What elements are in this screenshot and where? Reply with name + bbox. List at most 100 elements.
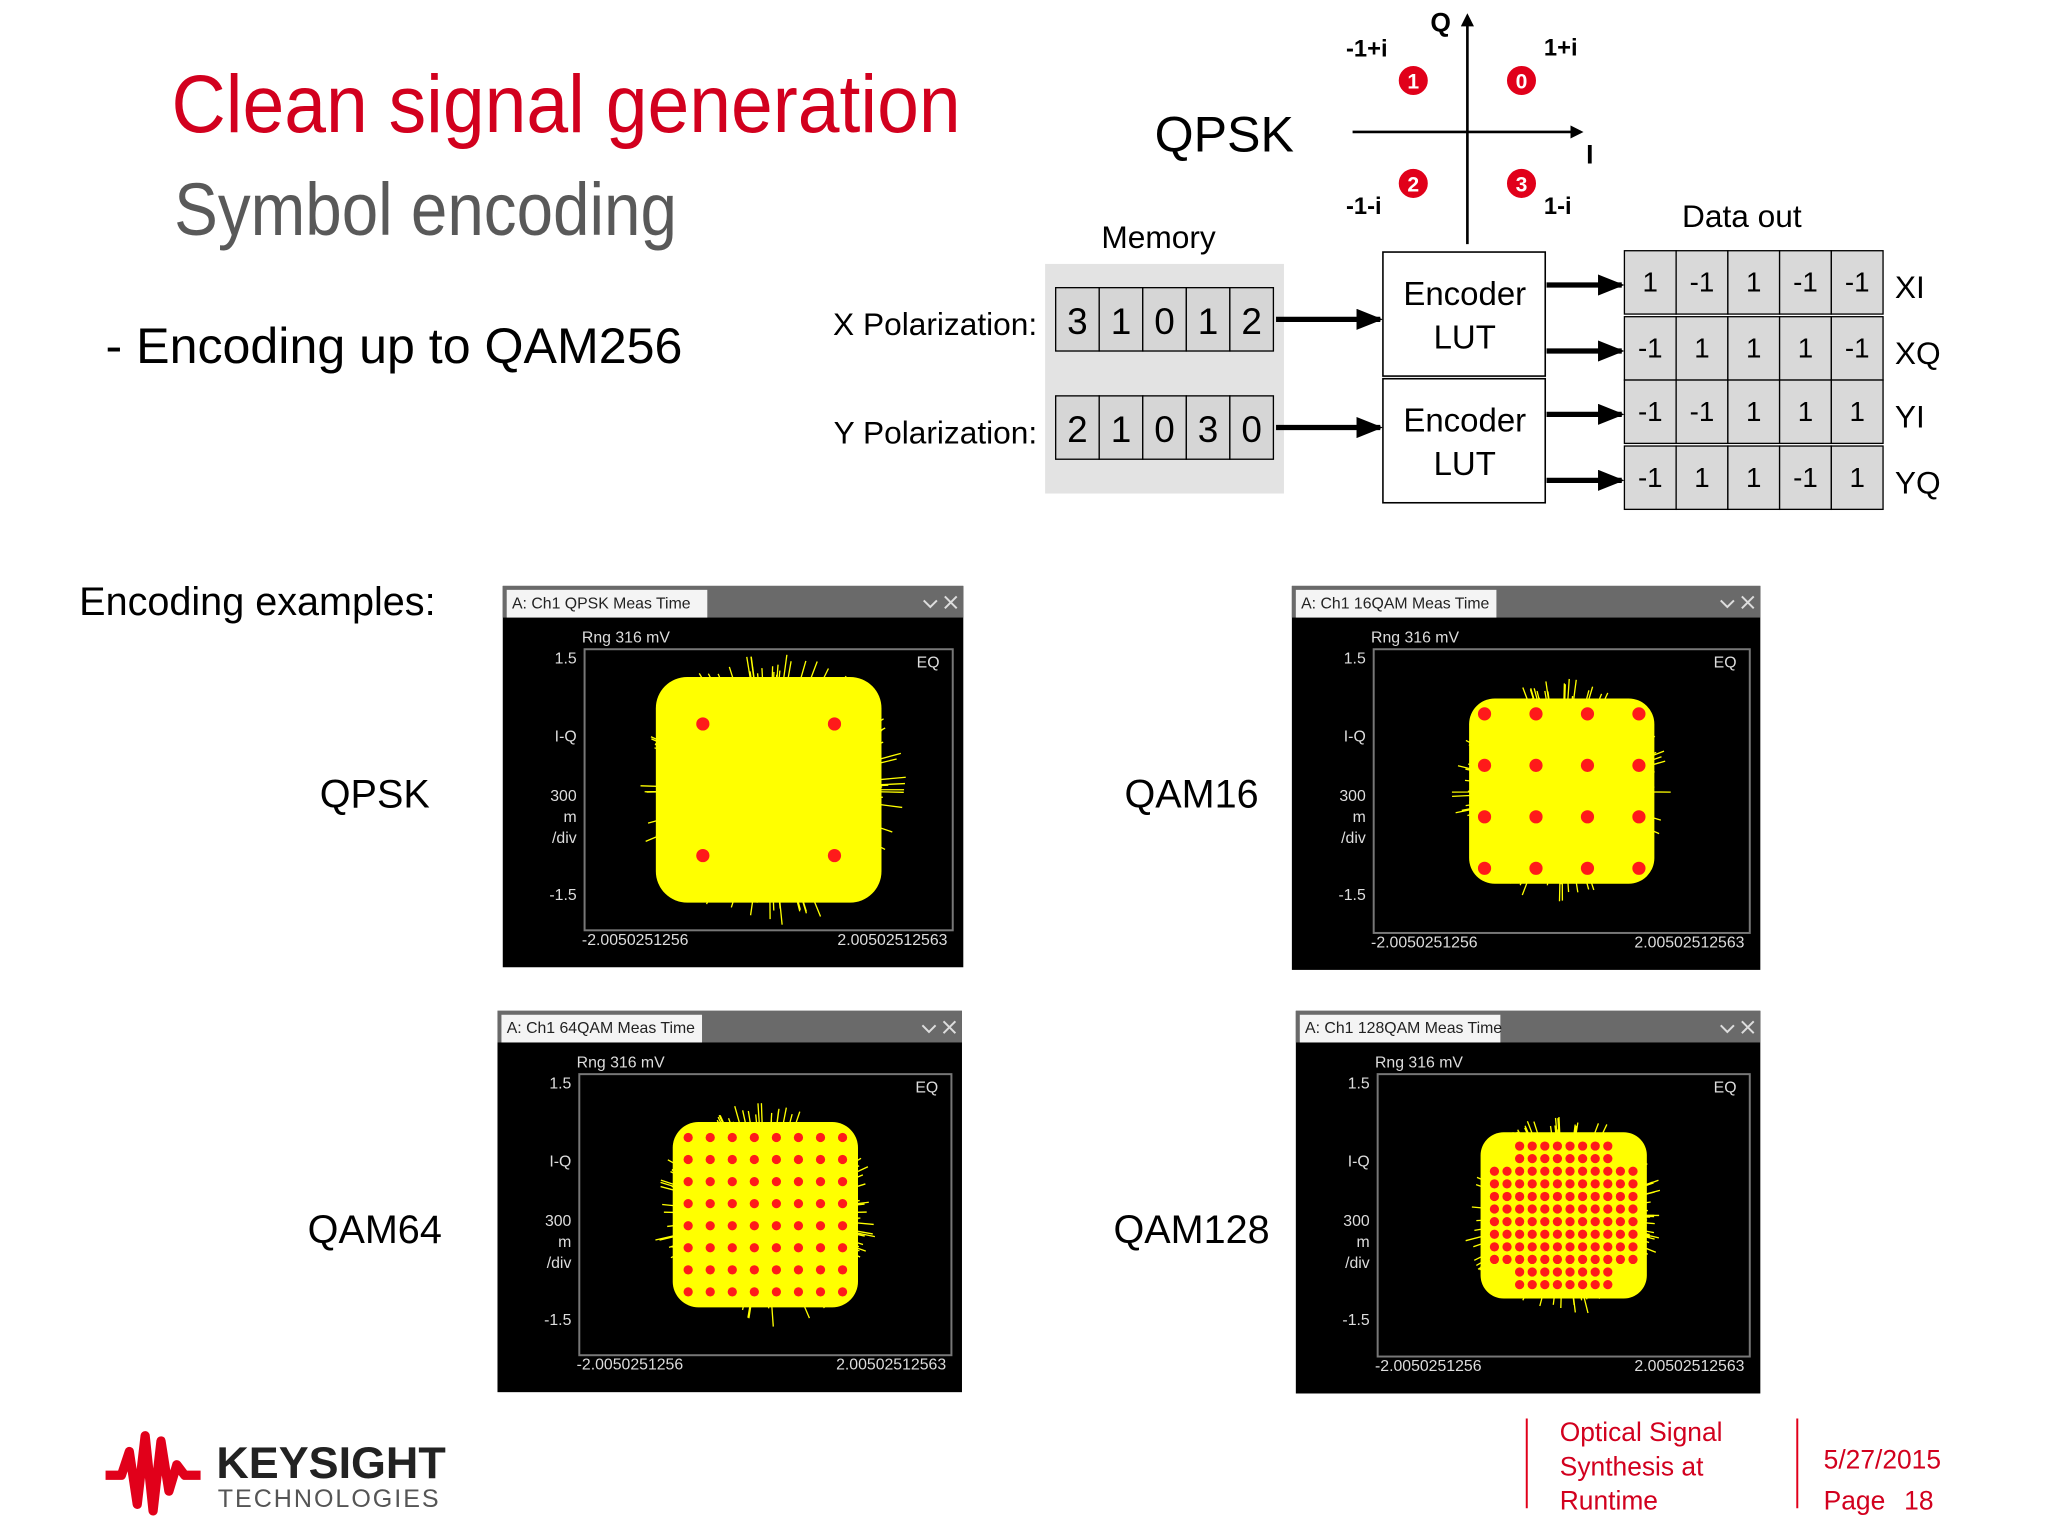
q-axis-label: Q (1430, 8, 1451, 38)
memory-symbol: 3 (1198, 409, 1219, 450)
symbol-dot (1489, 1229, 1500, 1239)
symbol-dot (1477, 810, 1492, 824)
data-cell (1830, 250, 1884, 315)
data-value: 1 (1694, 462, 1709, 493)
symbol-dot (1577, 1267, 1588, 1277)
symbol-dot (1489, 1191, 1500, 1202)
y-axis-label: I-Q (1344, 729, 1366, 746)
y-div: m (563, 809, 576, 826)
symbol-dot (749, 1243, 759, 1253)
symbol-dot (1590, 1217, 1600, 1227)
symbol-dot (1615, 1166, 1626, 1176)
symbol-dot (1552, 1267, 1563, 1277)
encoder-label: LUT (1434, 445, 1496, 482)
symbol-dot (1603, 1254, 1613, 1265)
symbol-dot (749, 1265, 759, 1275)
title: Clean signal generation (172, 59, 961, 150)
symbol-dot (1590, 1204, 1600, 1214)
x-min: -2.0050251256 (1375, 1358, 1482, 1375)
symbol-dot (1540, 1280, 1550, 1290)
data-value: 1 (1746, 462, 1761, 493)
window-title: A: Ch1 64QAM Meas Time (507, 1020, 695, 1037)
symbol-dot (705, 1154, 715, 1165)
footer-page-number: 18 (1904, 1486, 1933, 1516)
symbol-dot (1527, 1204, 1537, 1214)
symbol-dot (1529, 758, 1543, 772)
logo-wave (105, 1431, 201, 1516)
plot-frame (1372, 648, 1751, 934)
symbol-dot (727, 1287, 737, 1297)
symbol-dot (705, 1243, 715, 1253)
symbol-dot (696, 848, 710, 863)
symbol-dot (727, 1243, 737, 1253)
row-name: XI (1895, 269, 1925, 305)
symbol-dot (1502, 1229, 1512, 1239)
symbol-dot (815, 1132, 826, 1143)
y-div: /div (547, 1255, 572, 1272)
data-cell (1727, 379, 1781, 445)
symbol-dot (1515, 1166, 1525, 1176)
polarization-label: Y Polarization: (834, 414, 1038, 450)
example-name: QAM128 (1113, 1208, 1269, 1252)
symbol-dot (1615, 1242, 1626, 1252)
symbol-dot (837, 1176, 848, 1187)
symbol-dot (1577, 1154, 1588, 1164)
symbol-dot (771, 1176, 782, 1187)
symbol-dot (727, 1176, 737, 1187)
symbol-dot (1577, 1229, 1588, 1239)
symbol-dot (727, 1265, 737, 1275)
example-name: QAM64 (308, 1208, 442, 1252)
symbol-dot (1540, 1267, 1550, 1277)
symbol-dot (1515, 1204, 1525, 1214)
symbol-dot (1527, 1154, 1537, 1164)
data-value: 1 (1849, 462, 1864, 493)
symbol-dot (1628, 1229, 1638, 1239)
symbol-dot (696, 717, 710, 731)
eq-label: EQ (1714, 1080, 1737, 1097)
symbol-dot (1515, 1280, 1525, 1290)
window-controls (923, 595, 958, 610)
y-div: 300 (1339, 788, 1366, 805)
memory-cell (1142, 287, 1187, 352)
symbol-dot (1565, 1154, 1575, 1164)
data-cell (1830, 445, 1884, 511)
x-min: -2.0050251256 (1371, 934, 1478, 951)
constellation-point (1504, 166, 1539, 201)
memory-cell (1229, 395, 1275, 460)
symbol-dot (1477, 707, 1492, 721)
y-div: /div (1341, 830, 1366, 847)
symbol-dot (1603, 1217, 1613, 1227)
y-div: /div (552, 830, 577, 847)
window-title: A: Ch1 QPSK Meas Time (512, 595, 691, 612)
symbol-dot (1552, 1280, 1563, 1290)
symbol-dot (705, 1221, 715, 1231)
memory-symbol: 1 (1111, 301, 1132, 342)
symbol-dot (815, 1287, 826, 1297)
symbol-dot (771, 1243, 782, 1253)
plot-frame (1376, 1073, 1751, 1358)
footer-page-label: Page (1824, 1486, 1886, 1516)
symbol-dot (837, 1265, 848, 1275)
symbol-dot (837, 1132, 848, 1143)
symbol-dot (727, 1132, 737, 1143)
symbol-dot (1577, 1166, 1588, 1176)
symbol-dot (1628, 1254, 1638, 1265)
symbol-dot (683, 1287, 693, 1297)
encoder-label: LUT (1434, 318, 1496, 355)
symbol-dot (1540, 1217, 1550, 1227)
symbol-dot (1527, 1267, 1537, 1277)
symbol-dot (705, 1265, 715, 1275)
data-value: 1 (1746, 333, 1761, 364)
symbol-dot (1489, 1254, 1500, 1265)
symbol-dot (1502, 1254, 1512, 1265)
symbol-dot (1529, 810, 1543, 824)
symbol-dot (1502, 1204, 1512, 1214)
point-label: -1-i (1346, 193, 1382, 220)
symbol-dot (749, 1176, 759, 1187)
symbol-dot (1552, 1179, 1563, 1189)
plot-frame (583, 648, 954, 932)
data-cell (1675, 379, 1729, 445)
symbol-dot (793, 1199, 804, 1209)
data-value: -1 (1690, 267, 1715, 298)
window-title: A: Ch1 16QAM Meas Time (1301, 595, 1489, 612)
